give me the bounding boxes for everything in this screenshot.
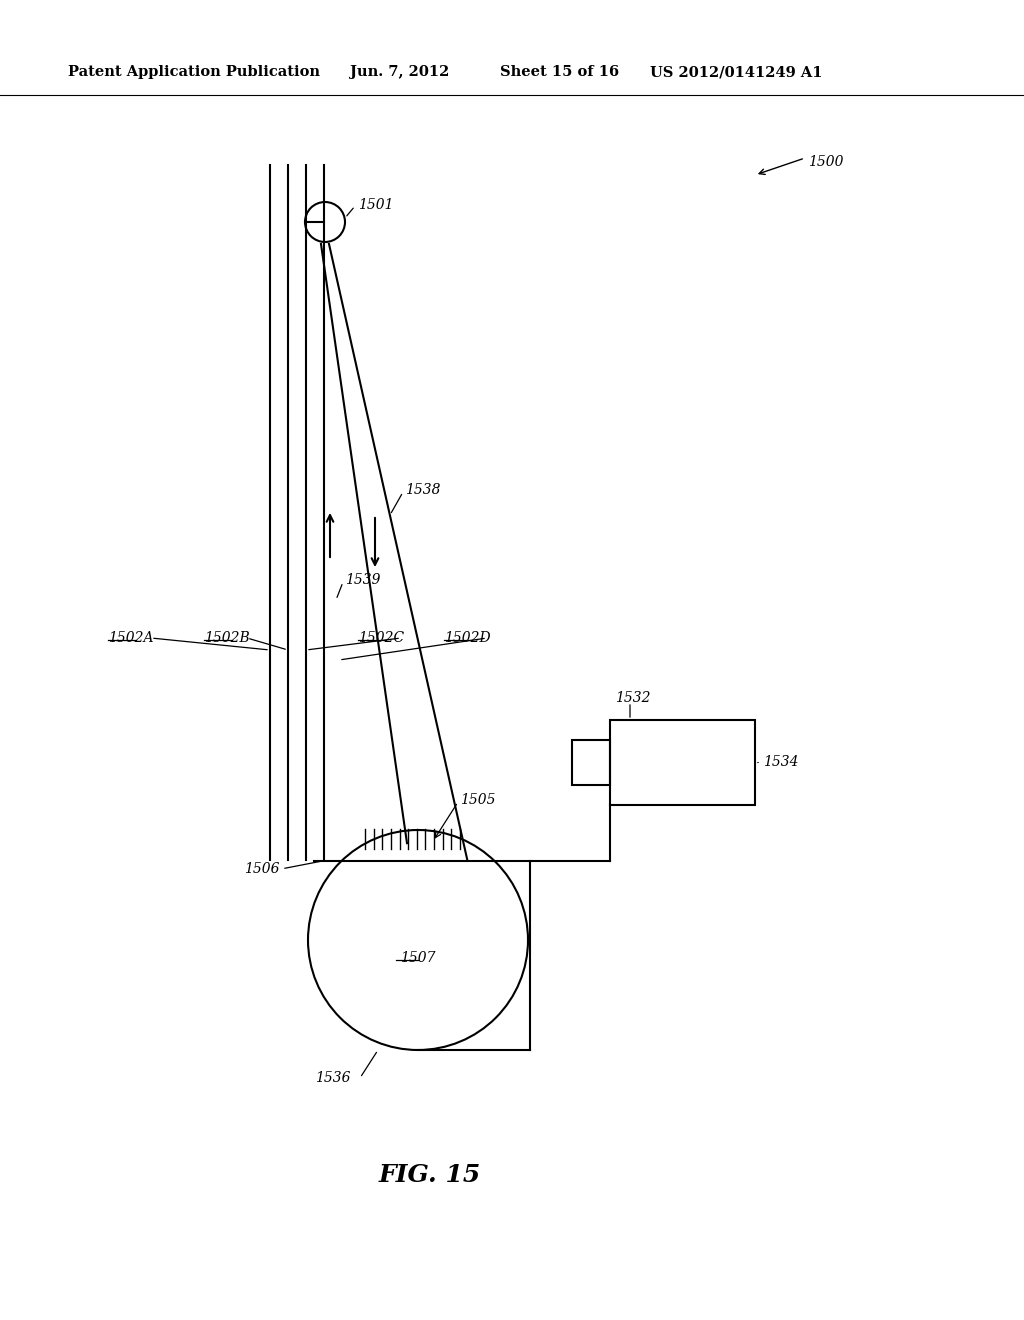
- Text: 1534: 1534: [763, 755, 799, 770]
- Text: 1500: 1500: [808, 154, 844, 169]
- Text: 1505: 1505: [460, 793, 496, 807]
- Bar: [572, 741, 610, 785]
- Text: 1501: 1501: [358, 198, 393, 213]
- Text: Jun. 7, 2012: Jun. 7, 2012: [350, 65, 450, 79]
- Text: 1507: 1507: [400, 950, 436, 965]
- Text: Sheet 15 of 16: Sheet 15 of 16: [500, 65, 620, 79]
- Text: US 2012/0141249 A1: US 2012/0141249 A1: [650, 65, 822, 79]
- Text: 1539: 1539: [345, 573, 381, 587]
- Text: 1502B: 1502B: [204, 631, 250, 645]
- Text: 1502A: 1502A: [108, 631, 154, 645]
- Text: 1532: 1532: [615, 690, 650, 705]
- Text: 1536: 1536: [315, 1071, 350, 1085]
- Text: 1502C: 1502C: [358, 631, 404, 645]
- Text: Patent Application Publication: Patent Application Publication: [68, 65, 319, 79]
- Text: 1506: 1506: [245, 862, 280, 875]
- Text: 1538: 1538: [406, 483, 440, 498]
- Bar: [610, 719, 755, 805]
- Text: FIG. 15: FIG. 15: [379, 1163, 481, 1187]
- Text: 1502D: 1502D: [444, 631, 490, 645]
